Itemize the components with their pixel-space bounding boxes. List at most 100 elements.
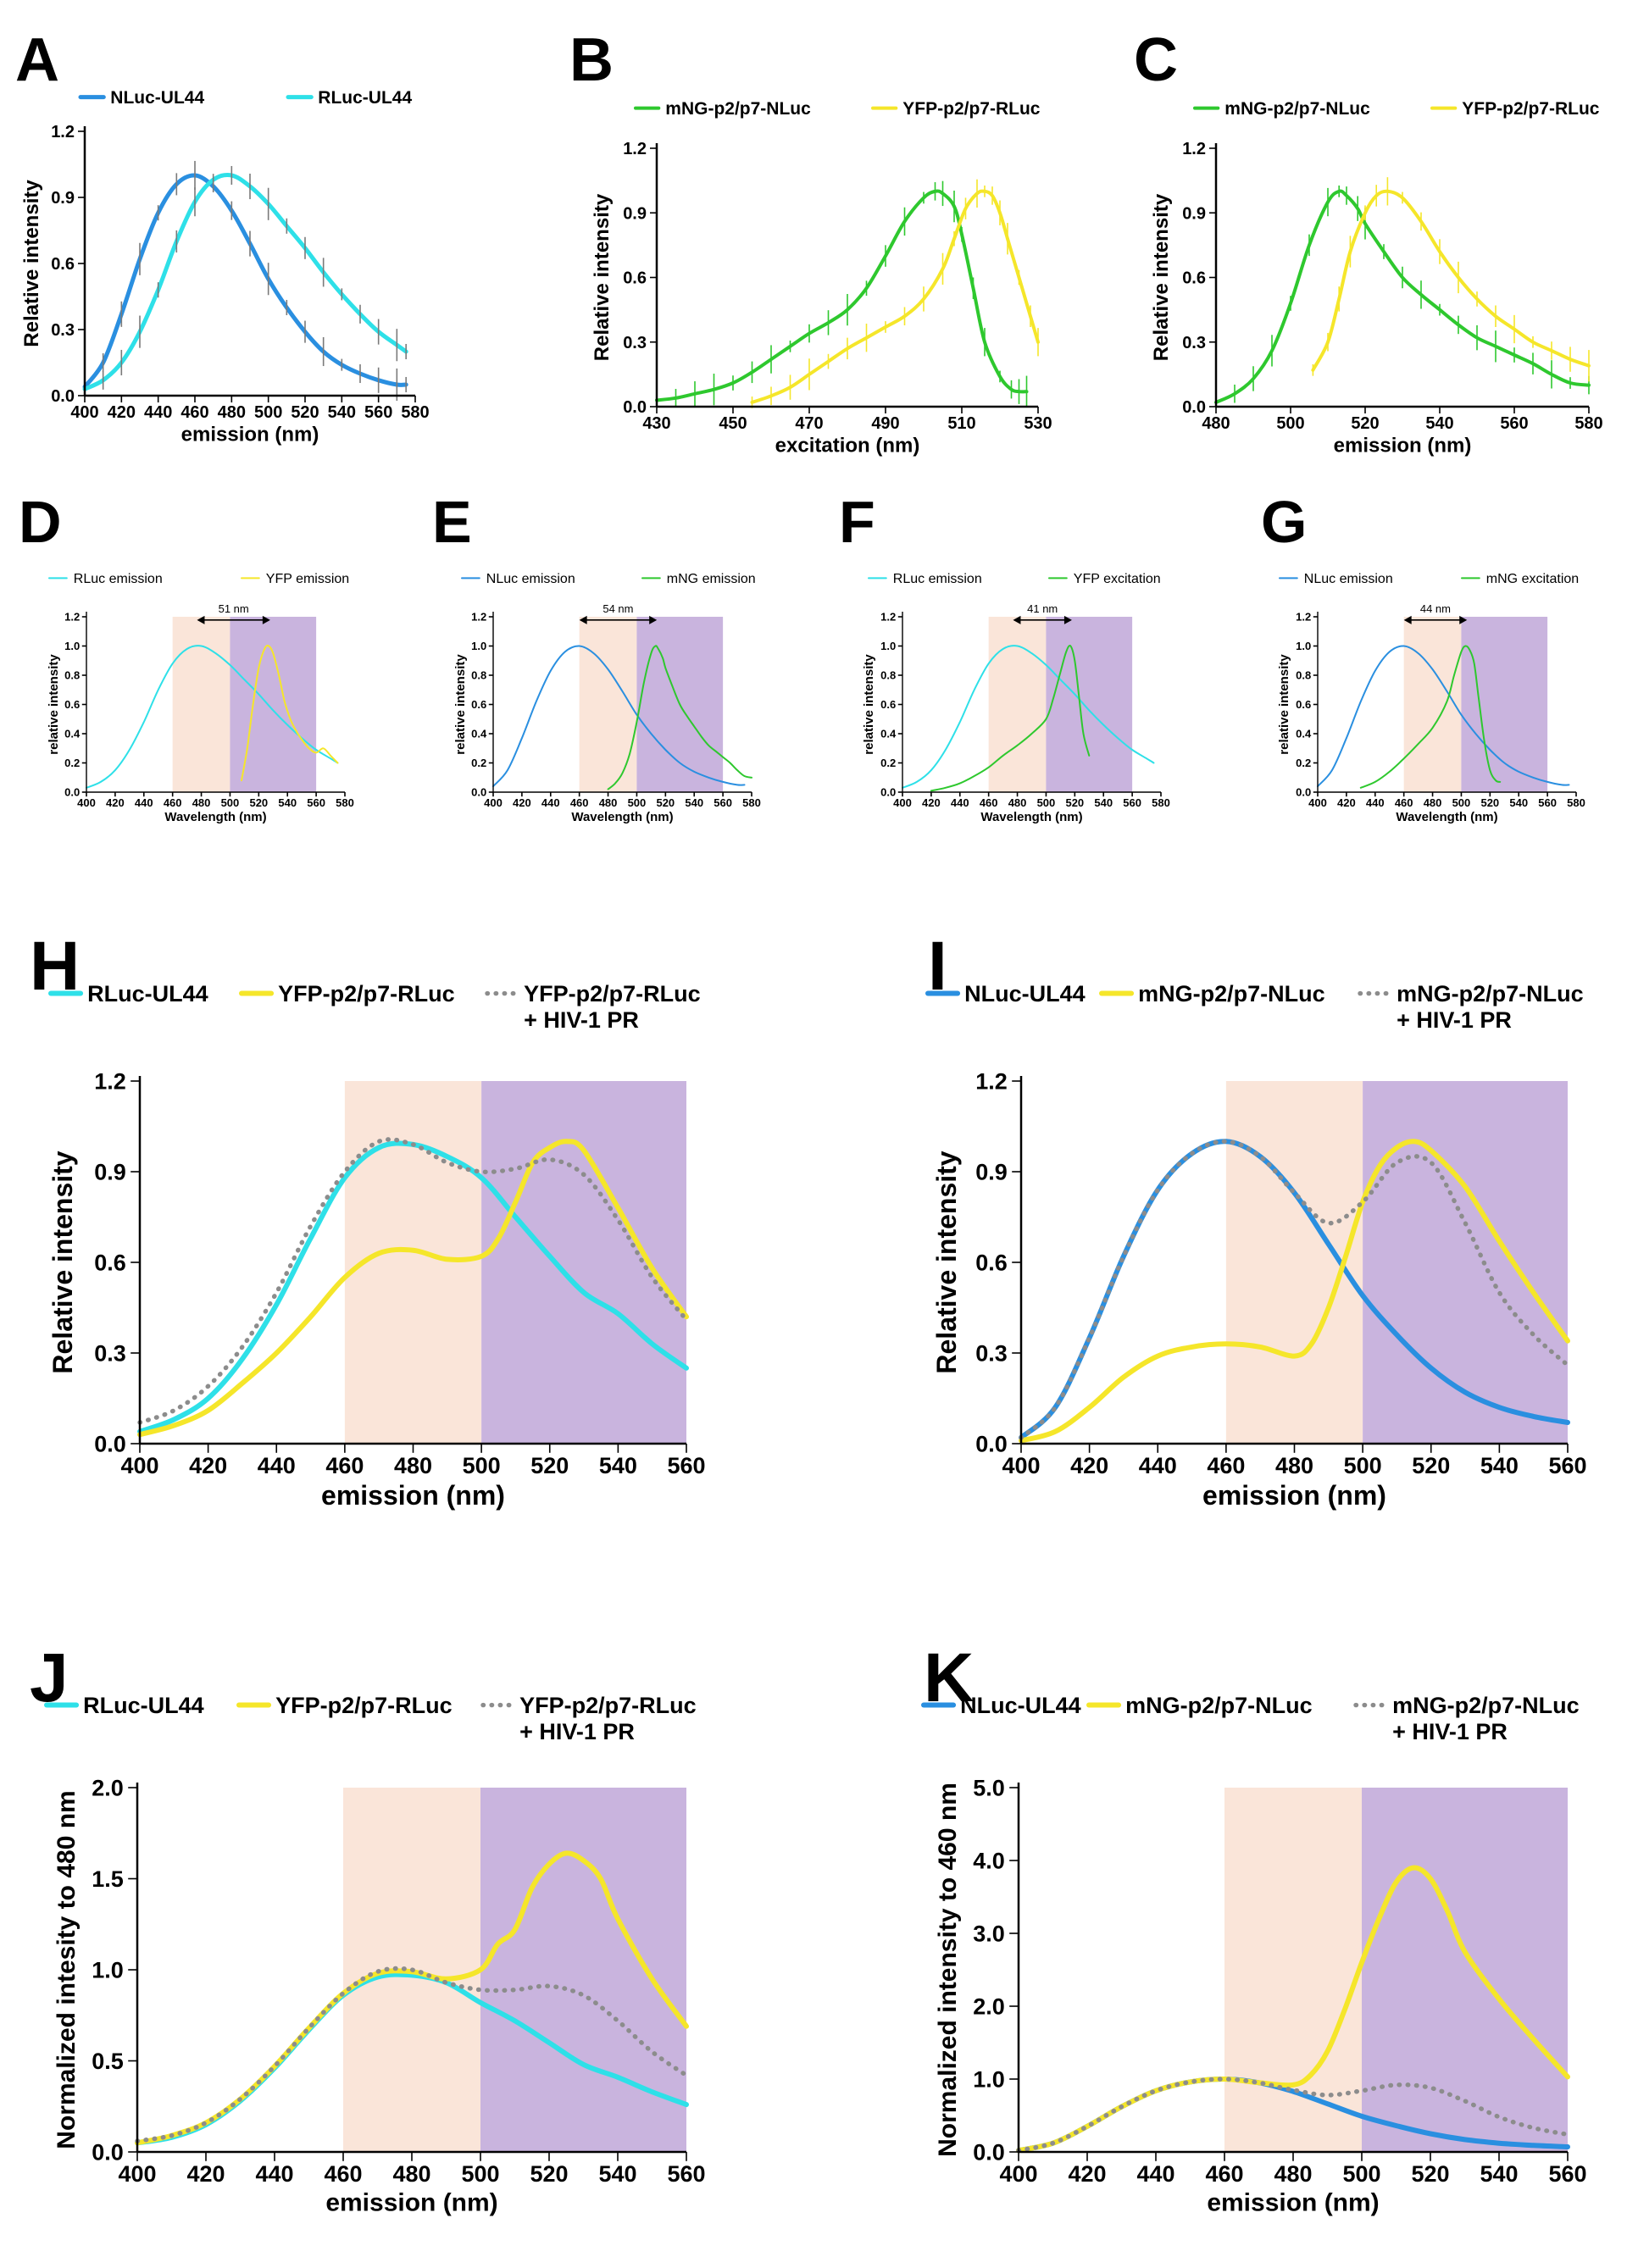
y-tick-label: 1.0 bbox=[973, 2066, 1005, 2092]
legend-label: NLuc emission bbox=[486, 572, 575, 586]
series-line-2 bbox=[137, 1139, 689, 1438]
x-tick-label: 420 bbox=[108, 403, 136, 422]
shade-band bbox=[1224, 1788, 1362, 2152]
x-axis-label: excitation (nm) bbox=[775, 435, 920, 457]
x-tick-label: 530 bbox=[1024, 414, 1052, 433]
x-tick-label: 540 bbox=[278, 796, 297, 809]
legend-label: YFP-p2/p7-RLuc bbox=[275, 1693, 453, 1718]
legend-label: mNG-p2/p7-NLuc bbox=[1224, 99, 1370, 119]
legend-label: YFP-p2/p7-RLuc bbox=[1462, 99, 1599, 119]
y-tick-label: 4.0 bbox=[973, 1848, 1005, 1873]
series-line-2 bbox=[1359, 645, 1502, 789]
y-tick-label: 0.8 bbox=[1296, 669, 1311, 682]
y-tick-label: 1.0 bbox=[92, 1957, 124, 1982]
x-tick-label: 420 bbox=[513, 796, 531, 809]
panel-B: B 430 450 470 490 510 530 0.0 0.3 0.6 0.9 1.2 excita… bbox=[569, 26, 1052, 457]
panel-D: D 400 420 440 460 480 500 520 540 560 580 0.0 0.2 0.4… bbox=[19, 489, 354, 824]
y-tick-label: 0.0 bbox=[1182, 398, 1206, 417]
y-tick-label: 0.6 bbox=[880, 698, 896, 711]
y-tick-label: 0.8 bbox=[880, 669, 896, 682]
x-tick-label: 540 bbox=[599, 1453, 637, 1478]
x-tick-label: 520 bbox=[1065, 796, 1084, 809]
x-tick-label: 430 bbox=[642, 414, 670, 433]
overlap-arrow-label: 51 nm bbox=[219, 602, 249, 615]
x-axis-label: emission (nm) bbox=[1334, 435, 1472, 457]
y-tick-label: 0.4 bbox=[471, 728, 487, 740]
x-tick-label: 520 bbox=[1412, 1453, 1450, 1478]
series-line-3 bbox=[135, 1966, 689, 2143]
x-tick-label: 420 bbox=[1068, 2161, 1106, 2187]
y-tick-label: 1.2 bbox=[975, 1068, 1008, 1094]
x-tick-label: 400 bbox=[70, 403, 98, 422]
legend-label: RLuc-UL44 bbox=[318, 88, 412, 108]
y-tick-label: 0.9 bbox=[94, 1159, 126, 1184]
x-tick-label: 520 bbox=[530, 2161, 568, 2187]
x-tick-label: 500 bbox=[1037, 796, 1056, 809]
y-tick-label: 0.0 bbox=[975, 1431, 1008, 1456]
y-tick-label: 0.9 bbox=[623, 204, 647, 223]
y-tick-label: 2.0 bbox=[973, 1994, 1005, 2019]
y-tick-label: 0.6 bbox=[1296, 698, 1311, 711]
shade-band bbox=[579, 617, 637, 792]
series-line-1 bbox=[655, 189, 1029, 402]
x-tick-label: 420 bbox=[106, 796, 125, 809]
x-tick-label: 560 bbox=[364, 403, 392, 422]
x-tick-label: 540 bbox=[598, 2161, 636, 2187]
x-tick-label: 400 bbox=[77, 796, 96, 809]
x-tick-label: 500 bbox=[1452, 796, 1471, 809]
y-axis-label: Relative intensity bbox=[591, 193, 614, 361]
panel-C: C 480 500 520 540 560 580 0.0 0.3 0.6 0.9 1.2 emissi… bbox=[1134, 26, 1603, 457]
y-axis-label: relative intensity bbox=[453, 654, 468, 755]
x-tick-label: 400 bbox=[893, 796, 912, 809]
series-line-3 bbox=[1016, 2077, 1570, 2153]
x-tick-label: 480 bbox=[218, 403, 246, 422]
x-tick-label: 520 bbox=[291, 403, 319, 422]
shade-band bbox=[1046, 617, 1133, 792]
x-tick-label: 480 bbox=[599, 796, 618, 809]
x-tick-label: 420 bbox=[922, 796, 941, 809]
x-tick-label: 540 bbox=[1094, 796, 1113, 809]
x-tick-label: 580 bbox=[1152, 796, 1170, 809]
x-tick-label: 480 bbox=[1274, 2161, 1312, 2187]
series-line-3 bbox=[137, 1137, 689, 1425]
legend-label: NLuc-UL44 bbox=[960, 1693, 1081, 1718]
y-tick-label: 1.2 bbox=[880, 611, 896, 624]
legend-label-line2: + HIV-1 PR bbox=[524, 1007, 639, 1033]
x-tick-label: 510 bbox=[947, 414, 975, 433]
x-tick-label: 440 bbox=[541, 796, 560, 809]
x-tick-label: 460 bbox=[325, 1453, 364, 1478]
panel-letter: B bbox=[569, 26, 614, 94]
x-tick-label: 540 bbox=[328, 403, 356, 422]
x-tick-label: 560 bbox=[714, 796, 732, 809]
x-axis-label: emission (nm) bbox=[181, 424, 319, 446]
x-axis-label: Wavelength (nm) bbox=[571, 810, 673, 824]
series-line-2 bbox=[607, 645, 752, 790]
x-tick-label: 440 bbox=[1136, 2161, 1174, 2187]
overlap-arrow-head-right bbox=[649, 615, 658, 624]
legend-label: mNG-p2/p7-NLuc bbox=[1392, 1693, 1580, 1718]
x-tick-label: 580 bbox=[1574, 414, 1602, 433]
x-tick-label: 460 bbox=[1205, 2161, 1243, 2187]
x-tick-label: 460 bbox=[980, 796, 998, 809]
series-line-2 bbox=[1016, 1865, 1570, 2154]
x-tick-label: 520 bbox=[530, 1453, 569, 1478]
x-tick-label: 400 bbox=[118, 2161, 156, 2187]
x-tick-label: 540 bbox=[1425, 414, 1453, 433]
x-axis-label: Wavelength (nm) bbox=[164, 810, 266, 824]
overlap-arrow-head-left bbox=[197, 615, 205, 624]
x-tick-label: 420 bbox=[1070, 1453, 1108, 1478]
legend-label: mNG excitation bbox=[1486, 572, 1579, 586]
x-tick-label: 500 bbox=[221, 796, 240, 809]
y-tick-label: 0.6 bbox=[94, 1250, 126, 1275]
x-tick-label: 580 bbox=[742, 796, 761, 809]
y-tick-label: 1.2 bbox=[64, 611, 80, 624]
legend-label: YFP excitation bbox=[1074, 572, 1161, 586]
y-tick-label: 0.4 bbox=[1296, 728, 1312, 740]
x-tick-label: 420 bbox=[1337, 796, 1356, 809]
x-tick-label: 500 bbox=[1342, 2161, 1380, 2187]
legend-label: YFP-p2/p7-RLuc bbox=[519, 1693, 697, 1718]
panel-A: A 400 420 440 460 480 500 520 540 560 580 0.0 0.3 0.6… bbox=[15, 26, 430, 446]
x-axis-label: emission (nm) bbox=[321, 1480, 505, 1511]
